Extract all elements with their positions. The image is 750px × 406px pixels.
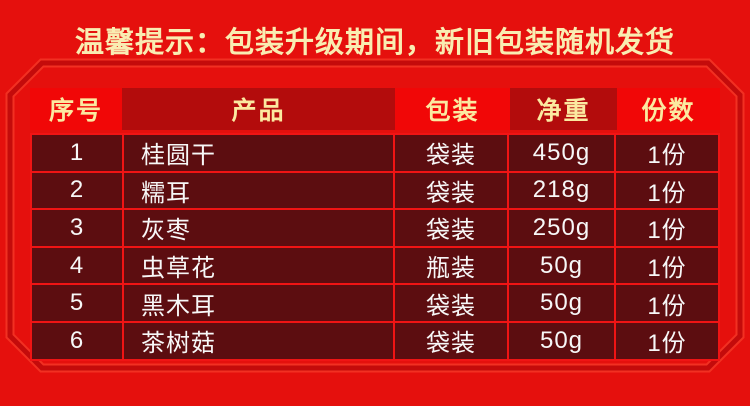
cell-packaging: 袋装: [395, 322, 507, 359]
cell-weight: 50g: [509, 322, 614, 359]
cell-no: 2: [32, 172, 122, 209]
cell-no: 1: [32, 135, 122, 171]
cell-weight: 50g: [509, 285, 614, 321]
cell-product: 虫草花: [124, 247, 393, 284]
cell-weight: 218g: [509, 172, 614, 209]
cell-packaging: 袋装: [395, 285, 507, 321]
cell-no: 4: [32, 247, 122, 284]
cell-product: 茶树菇: [124, 322, 393, 359]
header-cell-weight: 净重: [510, 88, 617, 130]
cell-weight: 50g: [509, 247, 614, 284]
cell-portions: 1份: [616, 322, 718, 359]
cell-product: 黑木耳: [124, 285, 393, 321]
cell-product: 糯耳: [124, 172, 393, 209]
cell-portions: 1份: [616, 247, 718, 284]
cell-no: 6: [32, 322, 122, 359]
cell-packaging: 瓶装: [395, 247, 507, 284]
cell-packaging: 袋装: [395, 135, 507, 171]
cell-no: 5: [32, 285, 122, 321]
cell-weight: 250g: [509, 210, 614, 246]
table-header-row: 序号 产品 包装 净重 份数: [30, 88, 720, 130]
cell-product: 灰枣: [124, 210, 393, 246]
cell-packaging: 袋装: [395, 210, 507, 246]
cell-portions: 1份: [616, 210, 718, 246]
header-cell-index: 序号: [30, 88, 122, 130]
header-cell-packaging: 包装: [395, 88, 510, 130]
cell-portions: 1份: [616, 285, 718, 321]
cell-weight: 450g: [509, 135, 614, 171]
header-cell-portions: 份数: [617, 88, 720, 130]
product-table-body: 1 桂圆干 袋装 450g 1份 2 糯耳 袋装 218g 1份 3 灰枣 袋装…: [30, 133, 720, 361]
cell-packaging: 袋装: [395, 172, 507, 209]
cell-no: 3: [32, 210, 122, 246]
cell-portions: 1份: [616, 135, 718, 171]
notice-text: 温馨提示：包装升级期间，新旧包装随机发货: [74, 27, 675, 59]
cell-portions: 1份: [616, 172, 718, 209]
header-cell-product: 产品: [122, 88, 395, 130]
cell-product: 桂圆干: [124, 135, 393, 171]
